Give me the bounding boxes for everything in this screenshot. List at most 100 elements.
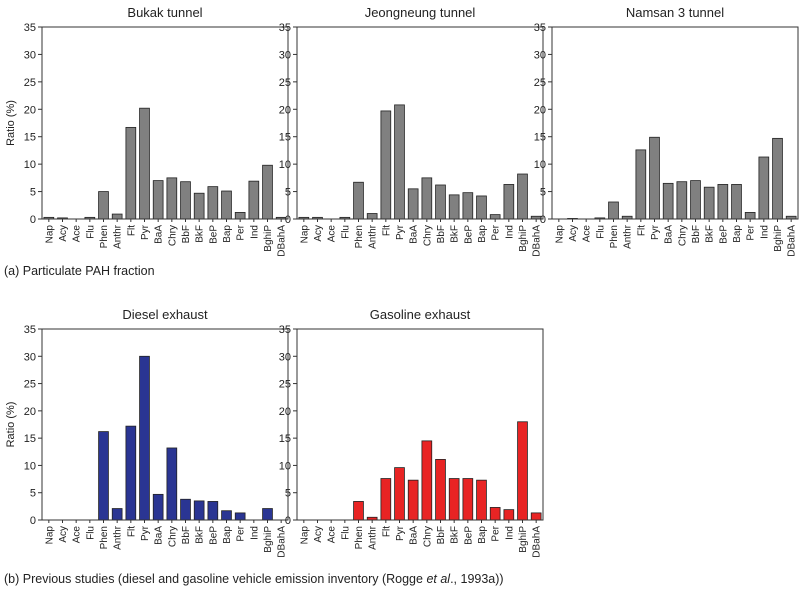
- x-tick-label: Ind: [249, 225, 260, 239]
- bar-BghiP: [517, 421, 528, 521]
- bar-BghiP: [517, 173, 528, 220]
- y-tick-label: 30: [534, 49, 546, 61]
- x-tick-label: Anthr: [368, 224, 379, 249]
- bar-Flt: [125, 425, 137, 521]
- bar-Ind: [503, 184, 515, 220]
- plot-frame: [296, 26, 544, 220]
- caption-a-text: (a) Particulate PAH fraction: [4, 264, 155, 278]
- x-tick-label: Acy: [58, 225, 69, 242]
- bar-BaA: [152, 493, 164, 521]
- x-tick-label: BaA: [154, 526, 165, 545]
- y-tick-label: 35: [279, 324, 291, 336]
- x-tick-label: Ace: [582, 225, 593, 243]
- y-tick-label: 10: [24, 460, 36, 472]
- caption-b: (b) Previous studies (diesel and gasolin…: [4, 572, 504, 586]
- x-tick-label: BbF: [436, 225, 447, 243]
- y-tick-label: 15: [24, 433, 36, 445]
- bar-Chry: [166, 177, 178, 220]
- x-tick-label: Bap: [477, 526, 488, 544]
- plot-frame: [551, 26, 799, 220]
- x-tick-label: Per: [236, 224, 247, 240]
- x-tick-label: Flt: [126, 526, 137, 537]
- y-tick-label: 35: [534, 22, 546, 34]
- x-tick-label: Phen: [354, 225, 365, 248]
- x-tick-label: Flt: [126, 225, 137, 236]
- x-tick-label: BeP: [463, 526, 474, 545]
- y-tick-label: 5: [285, 187, 291, 199]
- chart-title: Gasoline exhaust: [370, 307, 471, 322]
- bar-Chry: [421, 440, 433, 521]
- bar-Anthr: [111, 508, 123, 521]
- bar-Per: [234, 212, 246, 220]
- y-tick-label: 15: [279, 433, 291, 445]
- bar-Bap: [221, 190, 232, 220]
- caption-a: (a) Particulate PAH fraction: [4, 264, 155, 278]
- y-tick-label: 25: [534, 77, 546, 89]
- bar-BkF: [193, 500, 205, 521]
- x-tick-label: Acy: [313, 225, 324, 242]
- bar-Phen: [98, 191, 109, 220]
- x-tick-label: Bap: [222, 526, 233, 544]
- chart-title: Bukak tunnel: [127, 5, 202, 20]
- bar-BbF: [690, 180, 701, 220]
- y-tick-label: 20: [279, 104, 291, 116]
- bar-BghiP: [772, 137, 783, 220]
- bar-Per: [489, 214, 501, 220]
- x-tick-label: Flt: [381, 526, 392, 537]
- x-tick-label: Nap: [44, 526, 55, 545]
- bar-BeP: [462, 192, 474, 220]
- bar-BkF: [448, 194, 460, 220]
- bar-BbF: [180, 181, 191, 220]
- x-tick-label: Flu: [595, 225, 606, 239]
- bar-BeP: [207, 501, 219, 521]
- x-tick-label: Nap: [299, 225, 310, 244]
- bar-Per: [744, 212, 756, 220]
- y-tick-label: 30: [279, 351, 291, 363]
- bar-Flt: [380, 478, 392, 521]
- caption-b-text-pre: (b) Previous studies (diesel and gasolin…: [4, 572, 427, 586]
- bar-Pyr: [139, 107, 150, 220]
- bar-Chry: [166, 447, 178, 521]
- x-tick-label: BkF: [705, 225, 716, 243]
- x-tick-label: BeP: [208, 526, 219, 545]
- chart-title: Diesel exhaust: [122, 307, 208, 322]
- x-tick-label: Bap: [477, 225, 488, 243]
- x-tick-label: Flu: [85, 225, 96, 239]
- y-tick-label: 10: [24, 159, 36, 171]
- x-tick-label: Chry: [167, 225, 178, 246]
- bar-Ind: [503, 509, 515, 521]
- bar-Phen: [353, 501, 364, 521]
- x-tick-label: Phen: [354, 526, 365, 549]
- x-tick-label: Chry: [422, 526, 433, 547]
- bar-BaA: [662, 182, 674, 220]
- bar-Pyr: [394, 467, 405, 521]
- x-tick-label: Phen: [99, 225, 110, 248]
- bar-Per: [489, 507, 501, 521]
- bar-Flt: [125, 126, 137, 220]
- x-tick-label: Per: [746, 224, 757, 240]
- x-tick-label: Bap: [222, 225, 233, 243]
- y-tick-label: 20: [279, 406, 291, 418]
- bar-BeP: [207, 186, 219, 220]
- bar-Anthr: [111, 213, 123, 220]
- bar-Phen: [353, 181, 364, 220]
- x-tick-label: BbF: [691, 225, 702, 243]
- y-tick-label: 35: [279, 22, 291, 34]
- y-tick-label: 25: [24, 77, 36, 89]
- bar-BaA: [407, 479, 419, 521]
- x-tick-label: DBahA: [532, 526, 543, 558]
- x-tick-label: BkF: [450, 526, 461, 544]
- y-tick-label: 0: [285, 515, 291, 527]
- plot-frame: [41, 328, 289, 521]
- chart-4: Diesel exhaust Ratio (%) 0 5 10 15 20 25 30 35 Nap…: [5, 307, 289, 558]
- y-tick-label: 30: [24, 49, 36, 61]
- x-tick-label: BbF: [181, 526, 192, 544]
- y-tick-label: 15: [279, 132, 291, 144]
- x-tick-label: Anthr: [113, 224, 124, 249]
- x-tick-label: Flt: [381, 225, 392, 236]
- x-tick-label: Flu: [340, 526, 351, 540]
